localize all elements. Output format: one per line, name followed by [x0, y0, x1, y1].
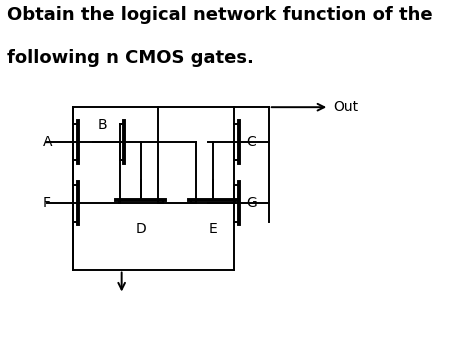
- Text: following n CMOS gates.: following n CMOS gates.: [7, 49, 253, 67]
- Text: A: A: [43, 135, 52, 149]
- Text: C: C: [246, 135, 256, 149]
- Text: Out: Out: [333, 100, 358, 114]
- Text: E: E: [209, 221, 218, 236]
- Text: D: D: [135, 221, 146, 236]
- Text: Obtain the logical network function of the: Obtain the logical network function of t…: [7, 6, 432, 24]
- Text: G: G: [246, 196, 257, 210]
- Text: F: F: [43, 196, 51, 210]
- Text: B: B: [98, 118, 107, 132]
